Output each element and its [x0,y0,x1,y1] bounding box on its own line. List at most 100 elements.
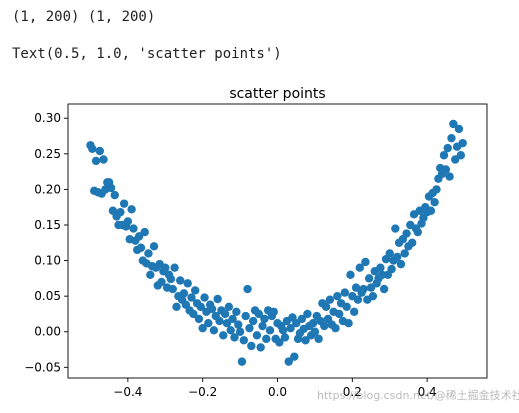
scatter-point [269,307,278,317]
scatter-point [314,334,323,344]
scatter-point [161,263,170,272]
scatter-point [346,270,355,280]
scatter-point [226,326,235,335]
scatter-point [441,165,451,174]
scatter-point [458,138,467,148]
scatter-point [245,323,254,333]
scatter-point [88,144,97,154]
watermark-text: https://blog.csdn.net/@稀土掘金技术社区 [317,389,519,402]
scatter-point [310,327,320,336]
scatter-point [99,155,108,164]
x-tick-label: 0.2 [343,385,362,399]
y-tick-label: 0.30 [34,111,61,125]
scatter-point [449,119,458,129]
scatter-point [361,257,370,267]
scatter-point [127,205,136,214]
x-tick-label: −0.2 [188,385,217,399]
scatter-point [353,295,363,304]
scatter-point [183,279,192,288]
scatter-point [215,316,224,326]
scatter-point [297,314,307,324]
scatter-point [308,319,318,328]
scatter-point [387,264,396,274]
scatter-point [344,319,353,328]
scatter-point [340,288,350,297]
scatter-point [364,274,374,283]
scatter-point [219,331,228,340]
y-tick-label: 0.05 [34,289,61,303]
scatter-point [258,321,267,331]
scatter-point [402,229,411,238]
scatter-point [224,302,234,312]
scatter-point [200,293,209,302]
scatter-point [232,307,241,317]
scatter-point [207,304,217,314]
scatter-point [368,291,378,301]
scatter-point [248,316,258,326]
scatter-point [168,284,177,294]
scatter-point [379,284,389,294]
y-tick-label: 0.25 [34,147,61,161]
chart-title: scatter points [229,86,325,102]
scatter-point [443,143,452,153]
scatter-point [439,151,449,160]
scatter-chart: scatter points −0.4 −0.2 0.0 0.2 0.4 −0.05 0.0… [24,86,488,399]
scatter-point [179,289,189,298]
scatter-point [391,224,400,233]
points-layer [86,119,467,366]
scatter-point [196,302,206,312]
scatter-point [376,263,385,272]
scatter-point [239,336,249,345]
y-tick-label: 0.15 [34,218,61,232]
scatter-point [146,270,155,280]
scatter-point [198,323,207,333]
scatter-point [204,319,213,328]
output-text-title-object: Text(0.5, 1.0, 'scatter points') [12,46,282,62]
scatter-point [172,302,181,312]
scatter-point [149,242,159,251]
scatter-point [335,309,344,319]
scatter-point [321,302,331,312]
scatter-point [119,199,129,208]
axes-layer: −0.4 −0.2 0.0 0.2 0.4 −0.05 0.00 0.05 0.10 0.15 0.… [24,103,488,399]
scatter-point [331,323,340,333]
scatter-point [220,309,230,319]
scatter-point [189,309,198,319]
scatter-point [278,326,288,335]
scatter-point [106,183,116,193]
scatter-point [241,311,250,321]
scatter-point [355,263,364,272]
scatter-point [342,302,351,312]
scatter-point [237,357,247,366]
scatter-point [400,249,409,258]
scatter-point [110,190,119,200]
scatter-point [170,263,179,272]
scatter-point [157,277,166,287]
scatter-point [166,274,176,284]
y-tick-label: 0.10 [34,254,61,268]
x-tick-label: −0.4 [113,385,142,399]
scatter-point [385,249,394,258]
scatter-point [426,206,436,215]
scatter-point [290,352,299,361]
scatter-point [301,336,310,345]
scatter-point [454,124,464,134]
y-tick-label: 0.00 [34,325,61,339]
scatter-point [144,249,153,258]
scatter-point [95,146,105,156]
scatter-point [176,276,185,285]
scatter-point [325,295,335,304]
scatter-point [265,326,275,335]
scatter-point [333,291,342,301]
scatter-point [393,252,402,262]
scatter-point [260,314,269,324]
scatter-point [140,227,149,237]
scatter-point [320,321,329,331]
scatter-point [247,341,256,351]
scatter-point [254,309,263,319]
scatter-point [129,224,138,233]
x-tick-label: 0.4 [418,385,437,399]
scatter-point [235,327,245,336]
scatter-point [359,284,368,294]
scatter-point [349,307,359,317]
